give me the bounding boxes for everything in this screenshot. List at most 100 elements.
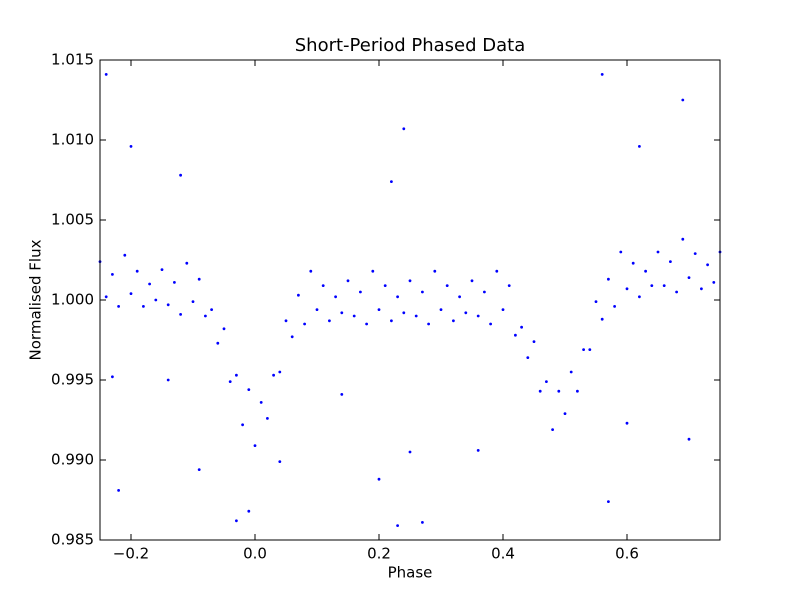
data-point [638,295,641,299]
x-tick-label: −0.2 [113,545,149,563]
data-point [687,276,691,279]
x-tick-label: 0.0 [243,545,267,563]
data-point [594,300,598,303]
data-point [309,269,313,273]
data-point [613,305,616,308]
data-point [396,295,399,299]
data-point [662,284,666,287]
data-point [290,335,294,339]
data-point [489,322,492,326]
data-point [507,284,511,287]
y-tick-label: 1.000 [51,291,94,309]
y-tick-label: 1.015 [51,51,94,69]
data-point [241,423,245,427]
data-point [557,389,561,393]
data-point [135,269,139,273]
data-point [160,268,164,271]
data-point [235,519,238,523]
data-point [619,250,623,254]
data-point [365,322,368,326]
data-point [421,290,424,294]
data-point [582,348,585,351]
data-point [712,281,716,284]
data-point [470,279,474,283]
data-point [390,180,393,184]
data-point [197,468,201,471]
data-point [681,237,685,241]
data-point [520,325,523,329]
data-point [458,295,461,299]
data-point [501,308,505,311]
data-point [545,380,548,383]
data-point [563,412,567,415]
data-point [693,252,697,256]
data-point [538,389,542,393]
data-point [352,314,356,318]
data-point [321,284,325,287]
data-point [228,380,232,383]
data-point [656,250,660,254]
data-point [396,524,399,527]
data-point [700,287,703,291]
x-tick-label: 0.4 [491,545,515,563]
data-point [421,521,424,524]
data-point [259,401,263,404]
data-point [154,298,158,302]
data-point [631,261,635,265]
data-point [452,319,455,323]
data-point [185,261,189,265]
data-point [532,340,536,343]
data-point [278,370,282,374]
data-point [340,393,344,396]
data-point [414,314,418,318]
data-point [464,311,468,315]
data-point [495,269,499,273]
data-point [625,421,629,425]
data-point [433,269,437,273]
data-point [526,356,530,359]
y-tick-label: 0.995 [51,371,94,389]
data-point [607,500,610,503]
data-point [297,293,300,297]
data-point [117,489,120,492]
data-point [129,145,133,148]
data-point [216,341,220,345]
data-point [123,253,127,257]
data-point [142,305,145,308]
y-tick-label: 1.010 [51,131,94,149]
data-point [650,284,654,287]
data-point [346,279,350,283]
data-point [439,308,443,311]
data-point [111,375,114,379]
data-point [104,295,108,299]
data-point [191,300,195,303]
data-point [445,284,449,287]
data-point [278,460,282,463]
data-point [371,269,375,273]
data-point [166,303,170,307]
data-point [235,373,238,377]
y-axis-label: Normalised Flux [27,239,45,360]
y-tick-label: 0.990 [51,451,94,469]
data-point [600,73,604,76]
data-point [390,319,393,323]
data-point [179,173,183,177]
data-point [402,311,406,315]
data-point [197,277,201,281]
data-point [551,428,554,431]
data-point [476,449,480,452]
data-point [377,308,381,311]
data-point [129,292,133,295]
data-point [359,290,362,294]
data-point [427,322,430,326]
data-point [303,322,306,326]
data-point [638,145,641,148]
data-point [266,417,269,420]
data-point [675,290,678,294]
data-point [408,279,412,283]
x-tick-label: 0.2 [367,545,391,563]
x-tick-label: 0.6 [615,545,639,563]
chart-title: Short-Period Phased Data [295,35,526,56]
data-point [588,348,592,351]
